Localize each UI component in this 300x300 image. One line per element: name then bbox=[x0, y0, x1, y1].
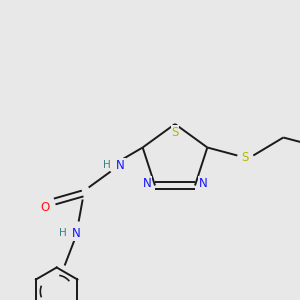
Text: N: N bbox=[116, 159, 125, 172]
Text: N: N bbox=[72, 227, 81, 240]
Text: N: N bbox=[142, 177, 152, 190]
Text: N: N bbox=[199, 177, 207, 190]
Text: S: S bbox=[171, 125, 179, 139]
Text: H: H bbox=[59, 229, 67, 238]
Text: S: S bbox=[242, 151, 249, 164]
Text: O: O bbox=[40, 201, 49, 214]
Text: H: H bbox=[103, 160, 110, 170]
